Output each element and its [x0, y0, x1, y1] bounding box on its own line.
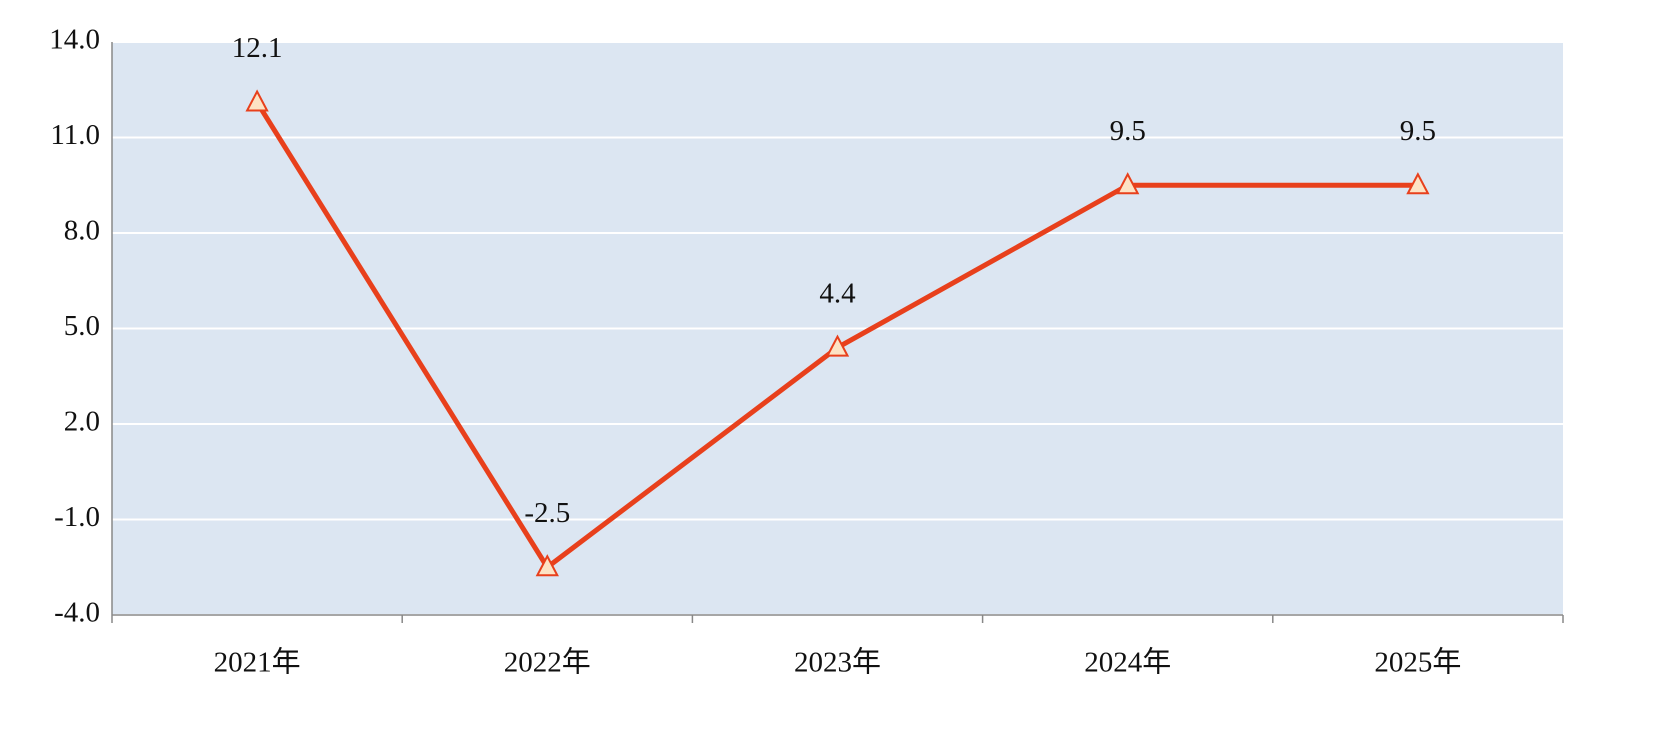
y-tick-label: 5.0 — [64, 310, 100, 342]
y-tick-label: 8.0 — [64, 215, 100, 247]
x-tick-label: 2024年 — [1084, 646, 1171, 679]
marker — [535, 554, 559, 577]
x-tick-label: 2025年 — [1374, 646, 1461, 679]
marker — [1116, 172, 1140, 195]
x-tick-label: 2023年 — [794, 646, 881, 679]
y-tick-label: 11.0 — [50, 119, 100, 151]
data-label: 9.5 — [1110, 115, 1146, 147]
data-label: 9.5 — [1400, 115, 1436, 147]
y-tick-label: -1.0 — [54, 501, 100, 533]
x-tick-label: 2021年 — [214, 646, 301, 679]
marker — [825, 334, 850, 357]
x-tick-label: 2022年 — [504, 646, 591, 679]
y-tick-label: -4.0 — [54, 597, 100, 629]
y-tick-label: 2.0 — [64, 406, 100, 438]
data-label: 12.1 — [232, 32, 283, 64]
data-label: -2.5 — [524, 497, 570, 529]
y-tick-label: 14.0 — [49, 24, 100, 56]
marker — [1406, 172, 1430, 195]
data-label: 4.4 — [819, 277, 856, 309]
marker — [245, 89, 269, 112]
